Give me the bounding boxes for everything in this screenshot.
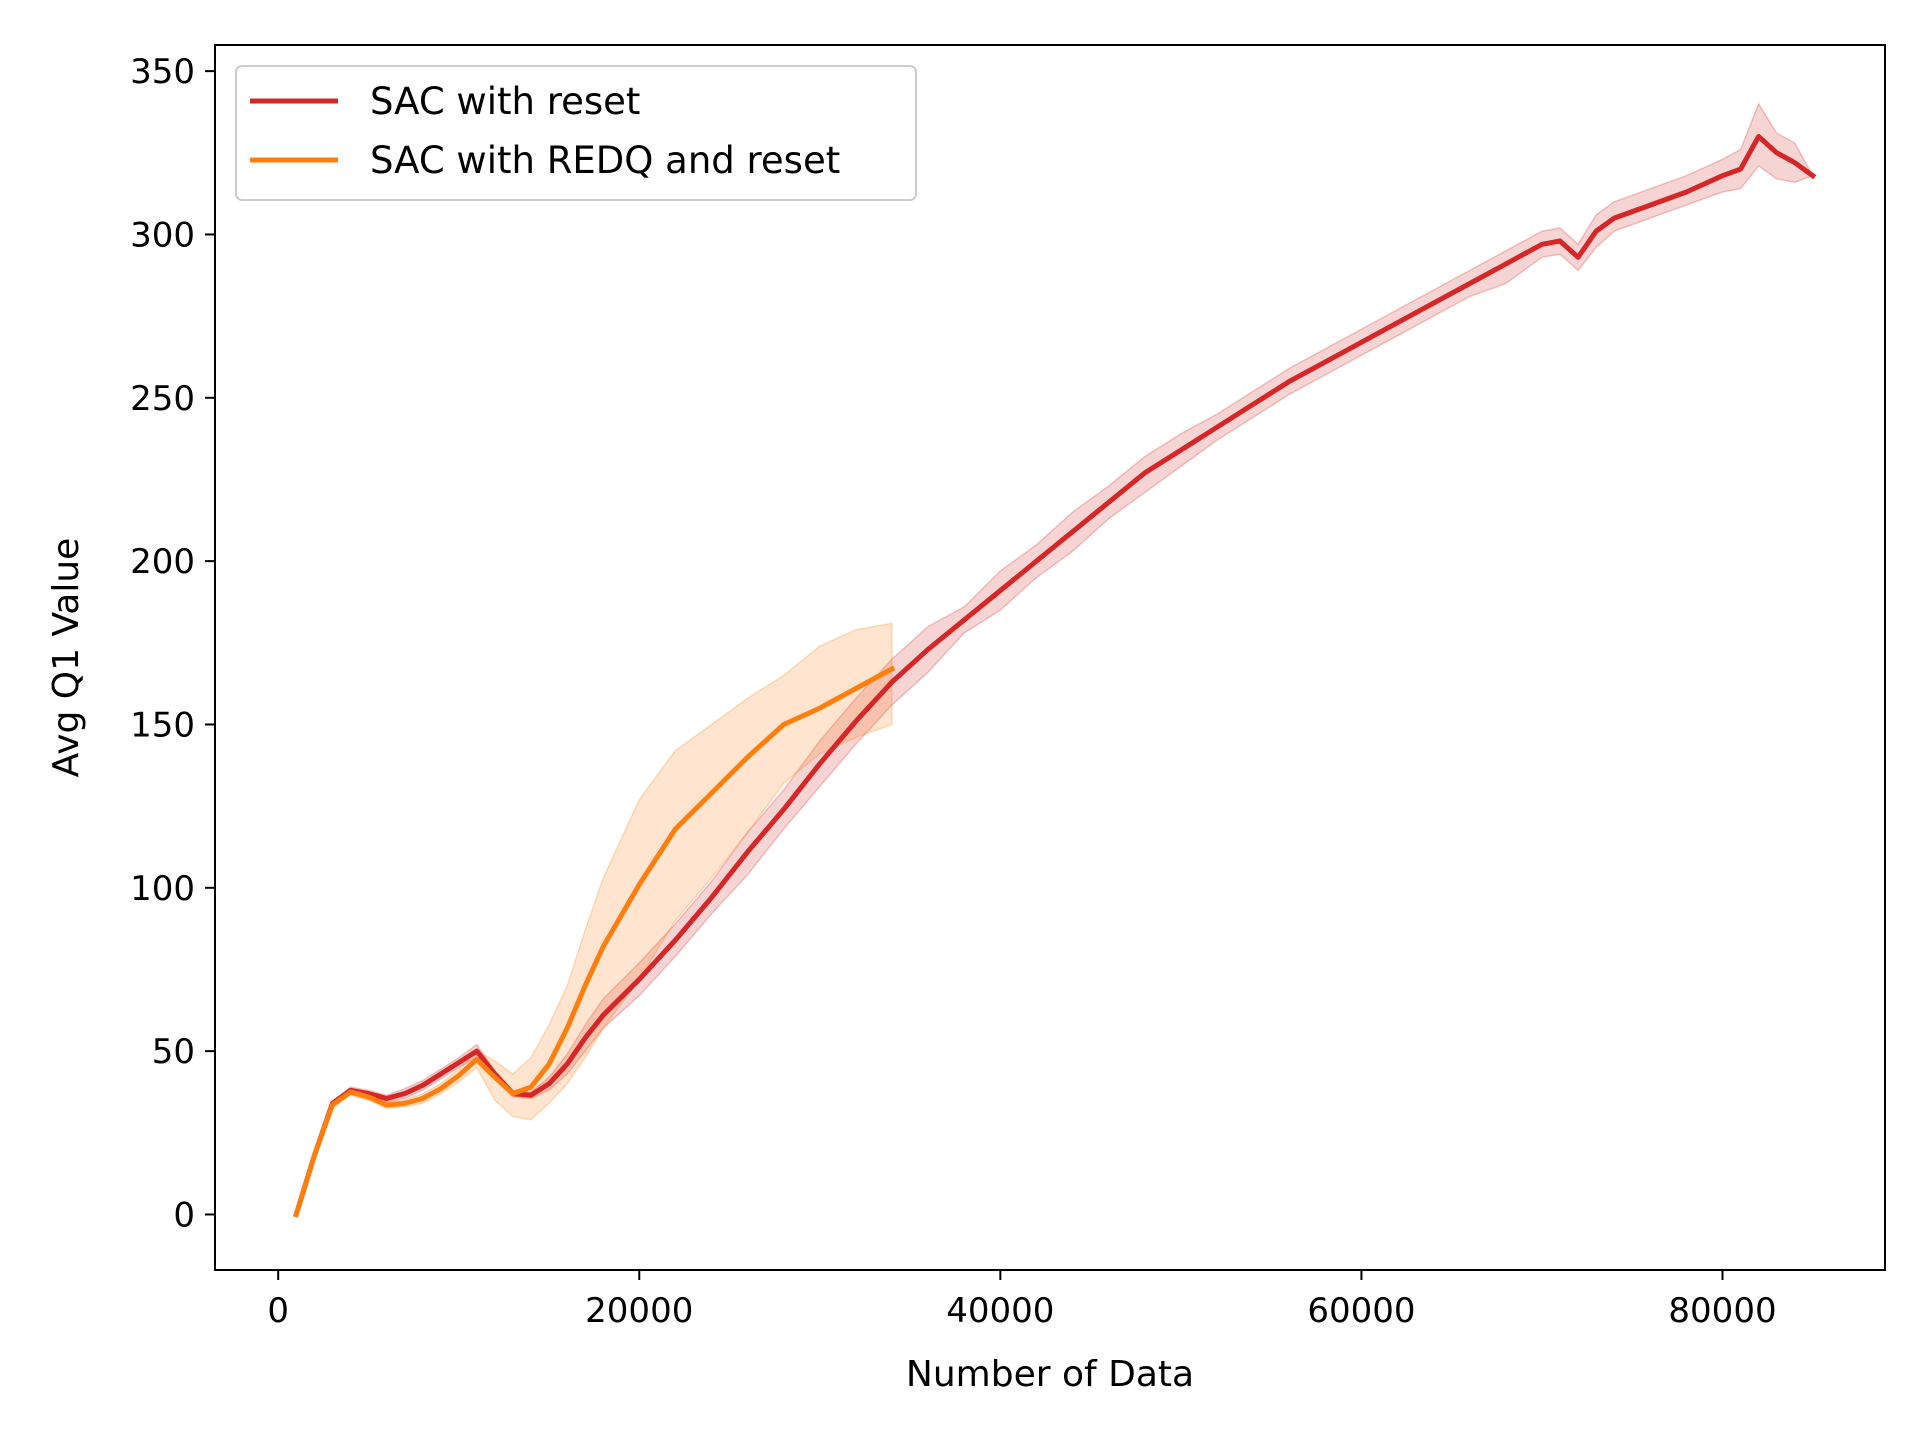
x-axis-label: Number of Data — [906, 1354, 1194, 1395]
y-axis-label: Avg Q1 Value — [46, 538, 87, 778]
line-sac-with-reset — [293, 134, 1817, 1218]
line-sac-with-redq-and-reset — [293, 665, 896, 1218]
y-tick-label: 150 — [130, 705, 195, 745]
x-axis-ticks: 0 20000 40000 60000 80000 — [267, 1270, 1777, 1331]
legend-label-sac-with-redq-and-reset: SAC with REDQ and reset — [370, 139, 840, 182]
x-tick-label: 80000 — [1668, 1291, 1776, 1331]
y-tick-label: 0 — [173, 1195, 195, 1235]
legend-label-sac-with-reset: SAC with reset — [370, 80, 640, 123]
y-tick-label: 100 — [130, 869, 195, 909]
legend-box — [235, 65, 917, 201]
y-tick-label: 350 — [130, 52, 195, 92]
x-tick-label: 40000 — [946, 1291, 1054, 1331]
series-lines — [293, 134, 1817, 1218]
legend: SAC with reset SAC with REDQ and reset — [235, 65, 917, 201]
x-tick-label: 60000 — [1307, 1291, 1415, 1331]
y-tick-label: 300 — [130, 215, 195, 255]
y-tick-label: 250 — [130, 379, 195, 419]
plot-area-frame — [214, 44, 1886, 1271]
band-sac-with-redq-and-reset — [295, 622, 893, 1215]
y-tick-label: 50 — [152, 1032, 195, 1072]
y-tick-label: 200 — [130, 542, 195, 582]
x-tick-label: 0 — [267, 1291, 289, 1331]
y-axis-ticks: 0 50 100 150 200 250 300 350 — [130, 52, 215, 1235]
x-tick-label: 20000 — [585, 1291, 693, 1331]
